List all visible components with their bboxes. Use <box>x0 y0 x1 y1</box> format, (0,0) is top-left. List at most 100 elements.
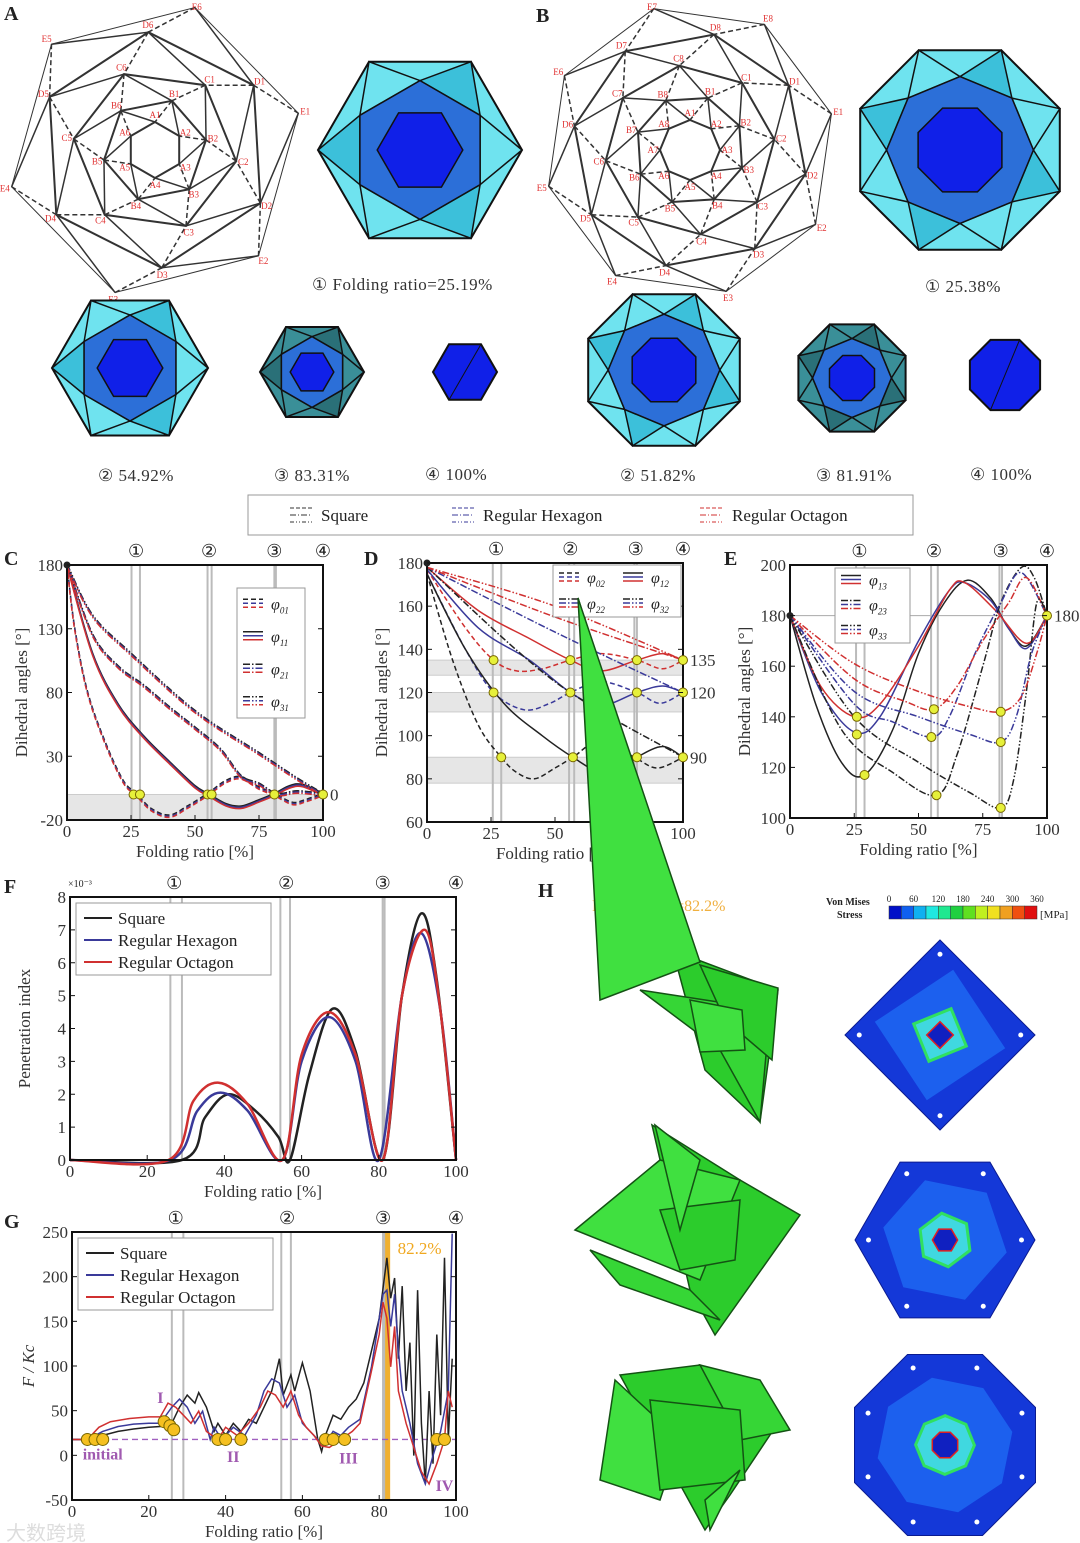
crease-valley <box>154 100 173 123</box>
stage-number: ③ <box>375 1208 391 1228</box>
series-line <box>789 579 1048 778</box>
vertex-label: B1 <box>169 89 180 99</box>
node-marker <box>980 1171 986 1177</box>
y-scale-note: ×10⁻³ <box>68 879 92 890</box>
vertex-label: D6 <box>562 120 573 130</box>
caption-b-stage1: ① 25.38% <box>925 277 1001 296</box>
vertex-label: A2 <box>180 128 191 138</box>
vertex-label: A8 <box>658 119 669 129</box>
caption-a-stage4: ④ 100% <box>425 465 487 484</box>
crease-mountain <box>804 113 833 175</box>
data-marker <box>318 789 328 800</box>
y-tick-label: 200 <box>43 1268 69 1287</box>
data-marker <box>488 655 499 666</box>
chart-f: 0 20 40 60 80 100 8 7 6 5 4 3 2 1 0 ① ② ③ ④ Folding ratio [… <box>15 873 469 1201</box>
vertex-label: A1 <box>685 108 696 118</box>
highlight-band <box>385 1232 391 1500</box>
crease-valley <box>710 171 715 200</box>
crease-mountain <box>137 198 187 227</box>
crease-mountain <box>622 97 666 102</box>
crease-mountain <box>625 50 680 67</box>
node-marker <box>980 1303 986 1309</box>
crease-mountain <box>259 112 300 204</box>
x-axis-label: Folding ratio [%] <box>496 844 614 863</box>
crease-valley <box>741 167 758 203</box>
crease-valley <box>235 160 262 204</box>
crease-mountain <box>204 85 207 141</box>
crease-valley <box>257 203 262 256</box>
vertex-label: D3 <box>753 250 764 260</box>
vertex-label: D5 <box>580 214 591 224</box>
stage-number: ② <box>201 541 217 561</box>
series-line <box>426 566 684 661</box>
crease-mountain <box>147 31 206 86</box>
stress-map-hexagon <box>854 1161 1036 1319</box>
crease-mountain <box>120 110 156 123</box>
x-tick-label: 0 <box>63 822 72 841</box>
vertex-label: B4 <box>131 201 142 211</box>
shape-legend: Square Regular Hexagon Regular Octagon <box>247 494 914 536</box>
series-line <box>66 565 324 810</box>
y-tick-label: 0 <box>60 1446 69 1465</box>
vertex-label: D4 <box>659 267 670 277</box>
x-tick-label: 25 <box>846 820 863 839</box>
x-tick-label: 20 <box>139 1162 156 1181</box>
y-tick-label: 200 <box>761 556 787 575</box>
y-tick-label: 100 <box>43 1357 69 1376</box>
stress-colorbar: 0 60 120 180 240 300 360 <box>887 894 1044 920</box>
y-tick-label: 180 <box>38 556 64 575</box>
region-annotation: I <box>157 1390 163 1407</box>
stage-number: ③ <box>375 873 391 893</box>
colorbar-tick: 240 <box>981 894 995 904</box>
crease-valley <box>548 185 592 216</box>
crease-valley <box>179 135 207 141</box>
crease-valley <box>48 44 53 97</box>
colorbar-tick: 0 <box>887 894 892 904</box>
series-line <box>69 912 458 1165</box>
reference-value-label: 120 <box>690 684 716 703</box>
vertex-label: D2 <box>807 170 818 180</box>
crease-mountain <box>55 138 75 215</box>
crease-mountain <box>103 135 132 161</box>
x-tick-label: 20 <box>140 1502 157 1521</box>
colorbar-segment <box>950 905 964 920</box>
vertex-label: C6 <box>593 157 604 167</box>
stage-number: ① <box>851 541 867 561</box>
y-tick-label: 160 <box>761 657 787 676</box>
y-axis-label: Dihedral angles [°] <box>372 628 391 758</box>
crease-valley <box>707 82 743 99</box>
stress-center <box>931 1228 959 1252</box>
series-line <box>69 928 458 1166</box>
crease-valley <box>719 149 743 169</box>
region-annotation: initial <box>83 1447 124 1464</box>
stage-number: ④ <box>448 1208 464 1228</box>
node-marker <box>910 1365 916 1371</box>
crease-valley <box>185 189 190 226</box>
crease-mountain <box>713 34 743 84</box>
legend-label-square: Square <box>321 506 368 525</box>
stage-number: ④ <box>448 873 464 893</box>
crease-mountain <box>763 24 790 86</box>
crease-mountain <box>55 214 116 293</box>
fem-results <box>573 597 1036 1536</box>
colorbar-tick: 120 <box>932 894 946 904</box>
vertex-label: E7 <box>647 2 657 12</box>
crease-valley <box>622 51 627 98</box>
legend-swatch-hexagon <box>452 507 474 523</box>
vertex-label: C1 <box>741 72 752 82</box>
crease-mountain <box>123 73 173 102</box>
crease-pattern-a: A1 A2 A3 A4 A5 A6 B1 B2 B3 B4 B5 B6 C1 C2 C3 C4 C5 C6 D1 D2… <box>0 2 310 304</box>
legend-label-hexagon: Regular Hexagon <box>483 506 603 525</box>
y-tick-label: 250 <box>43 1223 69 1242</box>
legend-swatch-square <box>290 507 312 523</box>
data-marker <box>851 729 862 740</box>
stage-number: ① <box>128 541 144 561</box>
vertex-label: A1 <box>150 110 161 120</box>
crease-mountain <box>103 159 106 215</box>
vertex-label: D1 <box>789 76 800 86</box>
crease-mountain <box>665 264 727 293</box>
crease-mountain <box>773 85 790 140</box>
vertex-label: A2 <box>711 119 722 129</box>
crease-mountain <box>640 149 661 175</box>
vertex-label: C5 <box>62 133 73 143</box>
